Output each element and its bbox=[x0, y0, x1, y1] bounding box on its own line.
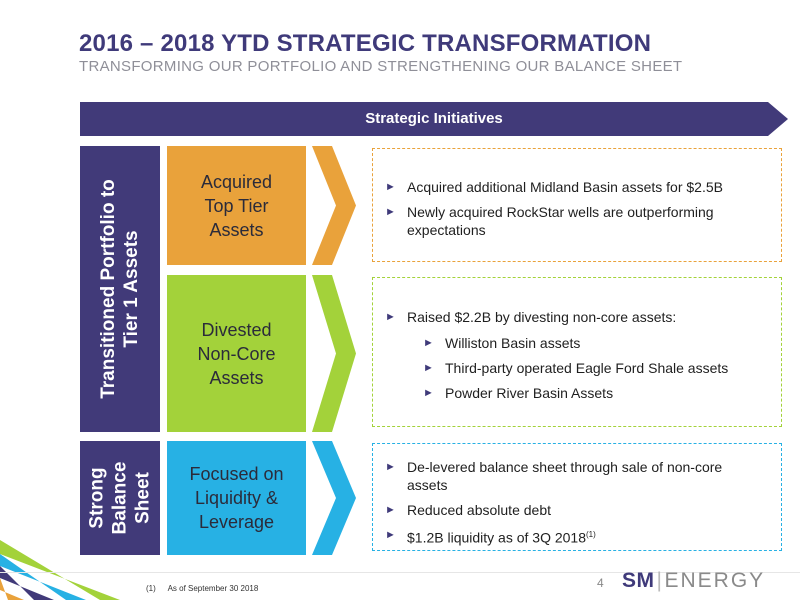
section-label-balance: Strong Balance Sheet bbox=[80, 441, 160, 555]
bullet-text: De-levered balance sheet through sale of… bbox=[407, 459, 723, 475]
decorative-stripes bbox=[0, 540, 120, 600]
slide-subtitle: TRANSFORMING OUR PORTFOLIO AND STRENGTHE… bbox=[79, 58, 683, 75]
section-label-line: Transitioned Portfolio to bbox=[98, 179, 119, 399]
details-panel-liquidity: ► De-levered balance sheet through sale … bbox=[372, 443, 782, 551]
bullet-text: expectations bbox=[407, 222, 486, 238]
details-panel-acquired: ► Acquired additional Midland Basin asse… bbox=[372, 148, 782, 262]
bullet-arrow-icon: ► bbox=[423, 337, 434, 349]
logo-sm: SM bbox=[622, 569, 655, 592]
banner-arrow-shape bbox=[80, 102, 788, 136]
box-line: Assets bbox=[209, 367, 264, 388]
box-line: Leverage bbox=[198, 512, 275, 532]
section-label-line: Sheet bbox=[132, 472, 154, 524]
box-line: Assets bbox=[209, 219, 264, 240]
bullet-text: $1.2B liquidity as of 3Q 2018(1) bbox=[407, 526, 596, 547]
bullet-text: Powder River Basin Assets bbox=[445, 385, 614, 401]
footnote-number: (1) bbox=[146, 584, 156, 593]
slide-title: 2016 – 2018 YTD STRATEGIC TRANSFORMATION bbox=[79, 30, 652, 57]
bullet-text: Newly acquired RockStar wells are outper… bbox=[407, 204, 714, 220]
bullet-arrow-icon: ► bbox=[423, 362, 434, 374]
initiative-box-liquidity: Focused on Liquidity & Leverage bbox=[167, 441, 306, 555]
box-line: Non-Core bbox=[197, 343, 276, 364]
banner-label: Strategic Initiatives bbox=[365, 110, 503, 127]
footnote: (1) As of September 30 2018 bbox=[146, 584, 258, 593]
logo-divider: | bbox=[656, 569, 663, 592]
footnote-text: As of September 30 2018 bbox=[167, 584, 259, 593]
section-label-transitioned-text: Transitioned Portfolio to Tier 1 Assets bbox=[97, 179, 143, 399]
section-label-transitioned: Transitioned Portfolio to Tier 1 Assets bbox=[80, 146, 160, 432]
chevron-arrow-icon bbox=[312, 441, 356, 555]
box-line: Top Tier bbox=[204, 195, 269, 216]
bullet-text: Third-party operated Eagle Ford Shale as… bbox=[445, 360, 729, 376]
company-logo: SM|ENERGY bbox=[622, 569, 765, 593]
initiative-box-acquired: Acquired Top Tier Assets bbox=[167, 146, 306, 265]
bullet-arrow-icon: ► bbox=[385, 181, 396, 193]
box-line: Acquired bbox=[200, 171, 273, 192]
bullet-arrow-icon: ► bbox=[385, 206, 396, 218]
bullet-text: Acquired additional Midland Basin assets… bbox=[407, 179, 723, 195]
page-number: 4 bbox=[597, 576, 604, 590]
section-label-line: Tier 1 Assets bbox=[121, 230, 142, 348]
bullet-arrow-icon: ► bbox=[385, 504, 396, 516]
initiative-box-divested: Divested Non-Core Assets bbox=[167, 275, 306, 432]
details-panel-divested: ► Raised $2.2B by divesting non-core ass… bbox=[372, 277, 782, 427]
box-line: Divested bbox=[201, 319, 272, 340]
bullet-text: Williston Basin assets bbox=[445, 335, 581, 351]
chevron-arrow-icon bbox=[312, 275, 356, 432]
box-line: Liquidity & bbox=[194, 488, 279, 508]
bullet-arrow-icon: ► bbox=[385, 529, 396, 541]
footer-divider bbox=[0, 572, 800, 573]
bullet-arrow-icon: ► bbox=[385, 311, 396, 323]
bullet-text: assets bbox=[407, 477, 448, 493]
box-line: Focused on bbox=[189, 464, 284, 484]
footnote-ref: (1) bbox=[586, 530, 596, 539]
chevron-arrow-icon bbox=[312, 146, 356, 265]
bullet-text: Raised $2.2B by divesting non-core asset… bbox=[407, 309, 677, 325]
bullet-text-main: $1.2B liquidity as of 3Q 2018 bbox=[407, 529, 587, 546]
bullet-text: Reduced absolute debt bbox=[407, 502, 551, 518]
bullet-arrow-icon: ► bbox=[423, 387, 434, 399]
bullet-arrow-icon: ► bbox=[385, 461, 396, 473]
logo-energy: ENERGY bbox=[664, 569, 766, 592]
strategic-initiatives-banner: Strategic Initiatives bbox=[80, 102, 788, 136]
